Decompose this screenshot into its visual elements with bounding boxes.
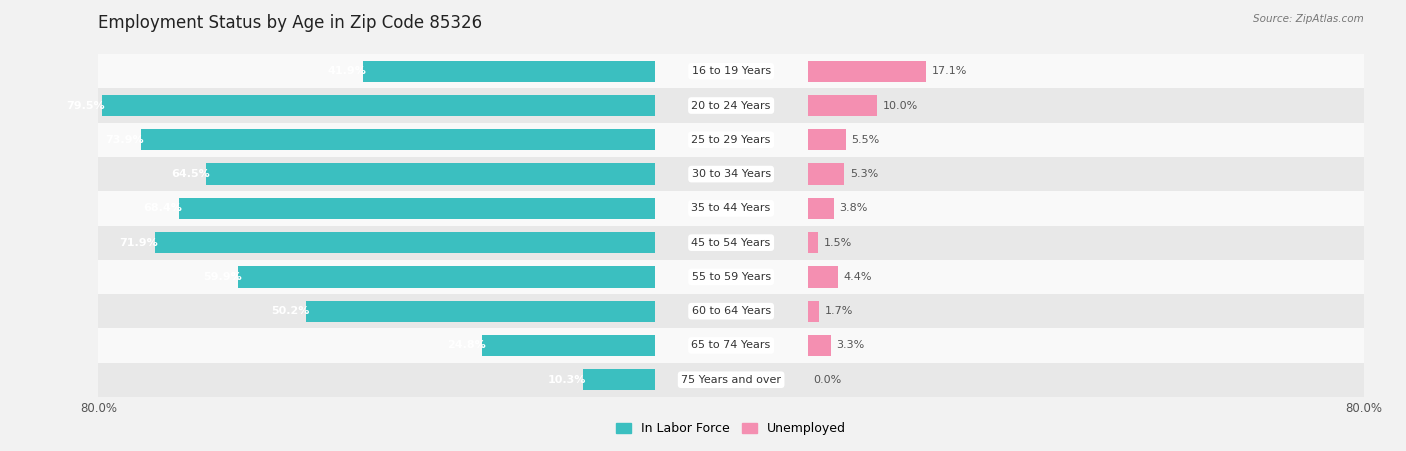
Bar bbox=[141, 129, 655, 151]
Text: 3.8%: 3.8% bbox=[839, 203, 868, 213]
Text: Source: ZipAtlas.com: Source: ZipAtlas.com bbox=[1253, 14, 1364, 23]
Bar bbox=[98, 328, 655, 363]
Bar bbox=[98, 88, 655, 123]
Bar bbox=[807, 266, 838, 288]
Bar bbox=[655, 260, 807, 294]
Bar bbox=[807, 123, 1364, 157]
Bar bbox=[655, 191, 807, 226]
Bar bbox=[655, 328, 807, 363]
Text: 64.5%: 64.5% bbox=[172, 169, 209, 179]
Text: 55 to 59 Years: 55 to 59 Years bbox=[692, 272, 770, 282]
Bar bbox=[807, 232, 818, 253]
Bar bbox=[207, 163, 655, 185]
Bar bbox=[363, 60, 655, 82]
Bar bbox=[98, 226, 655, 260]
Bar bbox=[807, 226, 1364, 260]
Bar bbox=[807, 129, 846, 151]
Bar bbox=[807, 157, 1364, 191]
Text: 50.2%: 50.2% bbox=[271, 306, 309, 316]
Text: 79.5%: 79.5% bbox=[66, 101, 105, 110]
Text: 16 to 19 Years: 16 to 19 Years bbox=[692, 66, 770, 76]
Text: 41.9%: 41.9% bbox=[328, 66, 367, 76]
Bar bbox=[305, 300, 655, 322]
Bar bbox=[655, 363, 807, 397]
Text: 4.4%: 4.4% bbox=[844, 272, 872, 282]
Bar bbox=[655, 123, 807, 157]
Text: 30 to 34 Years: 30 to 34 Years bbox=[692, 169, 770, 179]
Bar bbox=[482, 335, 655, 356]
Text: 73.9%: 73.9% bbox=[105, 135, 145, 145]
Text: 0.0%: 0.0% bbox=[813, 375, 841, 385]
Bar bbox=[155, 232, 655, 253]
Legend: In Labor Force, Unemployed: In Labor Force, Unemployed bbox=[612, 417, 851, 440]
Bar bbox=[655, 88, 807, 123]
Bar bbox=[655, 226, 807, 260]
Text: 45 to 54 Years: 45 to 54 Years bbox=[692, 238, 770, 248]
Bar bbox=[807, 260, 1364, 294]
Text: 20 to 24 Years: 20 to 24 Years bbox=[692, 101, 770, 110]
Text: 10.3%: 10.3% bbox=[548, 375, 586, 385]
Text: 5.5%: 5.5% bbox=[852, 135, 880, 145]
Text: 5.3%: 5.3% bbox=[851, 169, 879, 179]
Bar bbox=[98, 294, 655, 328]
Bar bbox=[807, 328, 1364, 363]
Bar bbox=[583, 369, 655, 391]
Text: 68.4%: 68.4% bbox=[143, 203, 183, 213]
Bar bbox=[807, 335, 831, 356]
Bar bbox=[98, 54, 655, 88]
Bar bbox=[98, 123, 655, 157]
Text: 35 to 44 Years: 35 to 44 Years bbox=[692, 203, 770, 213]
Bar bbox=[101, 95, 655, 116]
Bar bbox=[807, 95, 877, 116]
Text: 10.0%: 10.0% bbox=[883, 101, 918, 110]
Bar bbox=[98, 157, 655, 191]
Bar bbox=[807, 60, 927, 82]
Bar bbox=[807, 294, 1364, 328]
Bar bbox=[807, 198, 834, 219]
Bar bbox=[655, 54, 807, 88]
Bar bbox=[807, 88, 1364, 123]
Text: 59.9%: 59.9% bbox=[202, 272, 242, 282]
Bar bbox=[655, 294, 807, 328]
Text: 1.7%: 1.7% bbox=[825, 306, 853, 316]
Bar bbox=[238, 266, 655, 288]
Text: 17.1%: 17.1% bbox=[932, 66, 967, 76]
Bar bbox=[807, 191, 1364, 226]
Text: 60 to 64 Years: 60 to 64 Years bbox=[692, 306, 770, 316]
Bar bbox=[807, 163, 845, 185]
Bar bbox=[655, 157, 807, 191]
Text: 25 to 29 Years: 25 to 29 Years bbox=[692, 135, 770, 145]
Bar bbox=[98, 191, 655, 226]
Bar bbox=[98, 363, 655, 397]
Text: 71.9%: 71.9% bbox=[120, 238, 159, 248]
Text: 3.3%: 3.3% bbox=[837, 341, 865, 350]
Bar bbox=[98, 260, 655, 294]
Text: 24.8%: 24.8% bbox=[447, 341, 485, 350]
Text: Employment Status by Age in Zip Code 85326: Employment Status by Age in Zip Code 853… bbox=[98, 14, 482, 32]
Bar bbox=[807, 54, 1364, 88]
Bar bbox=[807, 363, 1364, 397]
Bar bbox=[179, 198, 655, 219]
Text: 1.5%: 1.5% bbox=[824, 238, 852, 248]
Bar bbox=[807, 300, 820, 322]
Text: 65 to 74 Years: 65 to 74 Years bbox=[692, 341, 770, 350]
Text: 75 Years and over: 75 Years and over bbox=[681, 375, 782, 385]
